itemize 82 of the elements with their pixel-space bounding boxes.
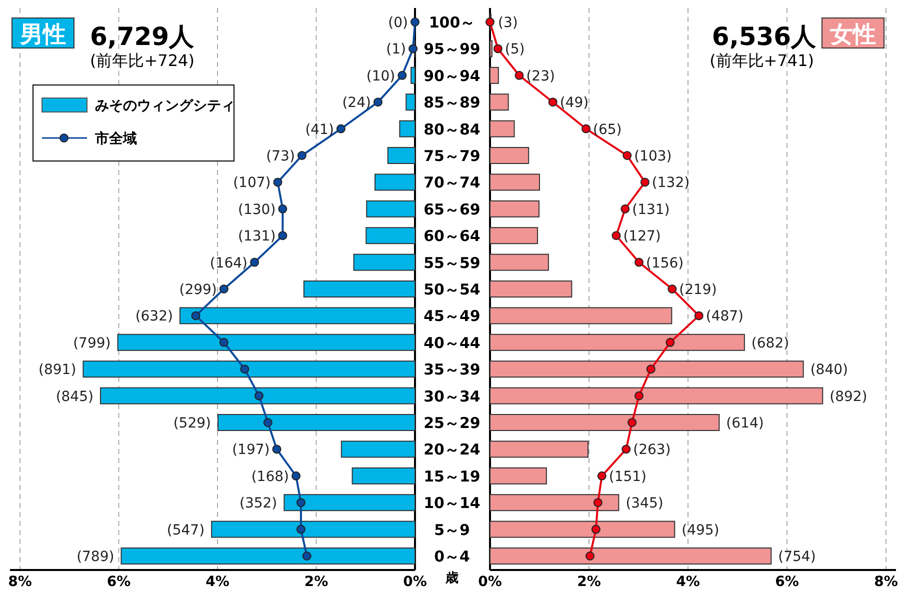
x-tick-label: 6%: [775, 574, 799, 590]
annotation: (132): [652, 175, 690, 192]
x-tick-label: 2%: [304, 574, 328, 590]
text: 女性: [829, 22, 876, 48]
annotation: (65): [593, 122, 622, 138]
annotation: (632): [135, 308, 173, 325]
annotation: (151): [608, 468, 647, 485]
annotation: (164): [210, 255, 248, 272]
annotation: (24): [342, 95, 371, 112]
annotation: (23): [526, 68, 555, 84]
x-tick-label: 4%: [206, 574, 230, 590]
x-tick-label: 8%: [874, 574, 898, 590]
text: 6,729人: [90, 22, 196, 51]
y-axis-title: 歳: [444, 571, 458, 586]
y-tick-label: 80～84: [424, 120, 480, 138]
annotation: (前年比+741): [710, 51, 814, 70]
y-tick-label: 10～14: [424, 494, 480, 512]
annotation: (799): [73, 335, 111, 352]
y-tick-label: 50～54: [424, 280, 480, 298]
annotation: (73): [266, 148, 295, 164]
x-tick-label: 4%: [676, 574, 700, 590]
annotation: (614): [726, 416, 764, 432]
y-tick-label: 100～: [428, 14, 476, 32]
annotation: (754): [778, 549, 816, 565]
legend-label: 市全域: [94, 130, 137, 147]
annotation: (345): [626, 496, 664, 512]
x-tick-label: 2%: [577, 574, 601, 590]
y-tick-label: 90～94: [424, 66, 480, 85]
annotation: (299): [179, 282, 217, 298]
y-tick-label: 60～64: [424, 227, 480, 246]
annotation: (130): [238, 202, 276, 218]
annotation: (49): [560, 95, 589, 112]
annotation: (1): [386, 42, 406, 58]
annotation: (789): [76, 549, 114, 565]
annotation: (263): [633, 442, 671, 458]
y-tick-label: 65～69: [424, 200, 480, 218]
annotation: (107): [233, 175, 271, 192]
annotation: (891): [38, 362, 76, 378]
y-tick-label: 70～74: [424, 174, 480, 192]
annotation: (10): [366, 68, 396, 84]
annotation: (3): [498, 15, 518, 31]
y-tick-label: 0～4: [434, 548, 470, 566]
annotation: (前年比+724): [90, 51, 194, 70]
annotation: (0): [388, 15, 408, 31]
x-tick-label: 8%: [8, 574, 32, 590]
x-tick-label: 0%: [403, 574, 427, 590]
annotation: (127): [623, 228, 661, 245]
annotation: (131): [632, 202, 670, 218]
y-tick-label: 75～79: [424, 147, 480, 165]
y-tick-label: 35～39: [424, 360, 480, 379]
annotation: (103): [634, 148, 672, 164]
y-tick-label: 15～19: [424, 467, 480, 486]
annotation: (547): [166, 522, 205, 538]
y-tick-label: 20～24: [424, 440, 480, 459]
annotation: (156): [646, 255, 684, 272]
annotation: (892): [830, 388, 868, 405]
y-tick-label: 30～34: [424, 387, 480, 406]
annotation: (41): [305, 122, 334, 138]
annotation: (219): [679, 282, 717, 298]
y-tick-label: 45～49: [424, 307, 480, 326]
annotation: (131): [238, 228, 276, 245]
text: 男性: [19, 22, 66, 48]
annotation: (352): [240, 496, 278, 512]
annotation: (487): [706, 308, 744, 325]
y-tick-label: 55～59: [424, 254, 480, 272]
annotation: (840): [810, 362, 848, 378]
annotation: (495): [682, 522, 720, 538]
x-tick-label: 6%: [106, 574, 131, 590]
y-tick-label: 5～9: [434, 520, 470, 539]
text: 6,536人: [712, 22, 817, 51]
y-tick-label: 95～99: [424, 40, 480, 58]
y-tick-label: 25～29: [424, 414, 480, 432]
annotation: (5): [504, 42, 525, 58]
legend-label: みそのウィングシティ: [95, 98, 235, 114]
annotation: (682): [751, 335, 790, 352]
annotation: (845): [56, 388, 94, 405]
y-tick-label: 85～89: [424, 94, 480, 112]
annotation: (529): [173, 416, 211, 432]
y-tick-label: 40～44: [424, 334, 480, 352]
annotation: (168): [251, 468, 290, 485]
x-tick-label: 0%: [478, 574, 502, 590]
annotation: (197): [232, 442, 270, 458]
